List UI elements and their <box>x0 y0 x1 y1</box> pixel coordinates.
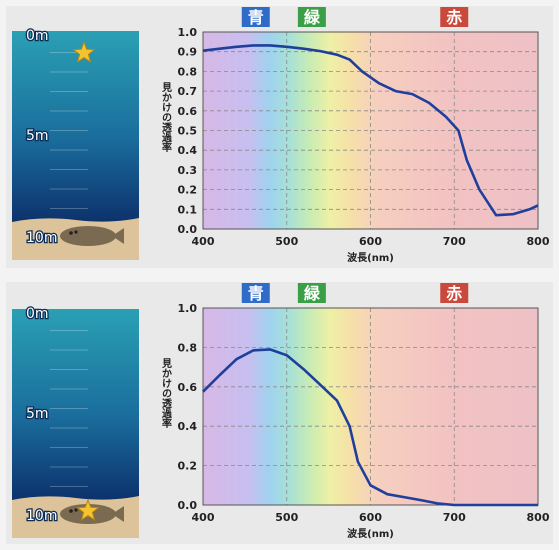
y-tick-label: 1.0 <box>178 26 198 39</box>
y-tick-label: 0.4 <box>178 420 198 433</box>
y-tick-label: 0.1 <box>178 203 198 216</box>
y-tick-label: 1.0 <box>178 302 198 315</box>
x-tick-label: 800 <box>527 511 550 524</box>
transmittance-panel-bottom: 0m 5m 10m 0.0 0.2 0.4 0.6 0.8 1.0 400 500 600 700 80… <box>6 282 553 544</box>
depth-label: 10m <box>26 230 57 246</box>
depth-label: 0m <box>26 306 49 322</box>
y-tick-label: 0.8 <box>178 341 198 354</box>
x-tick-label: 700 <box>443 511 466 524</box>
ocean-depth-illustration: 0m 5m 10m <box>12 305 139 538</box>
y-tick-label: 0.0 <box>178 499 198 512</box>
flatfish-icon <box>60 226 124 246</box>
x-tick-label: 400 <box>192 511 215 524</box>
x-tick-label: 600 <box>359 235 382 248</box>
color-label-box <box>241 7 270 27</box>
color-label: 緑 <box>304 8 321 27</box>
y-tick-label: 0.2 <box>178 460 198 473</box>
color-label-box <box>241 283 270 303</box>
depth-label: 5m <box>26 128 49 144</box>
x-tick-label: 400 <box>192 235 215 248</box>
x-tick-label: 800 <box>527 235 550 248</box>
y-tick-label: 0.6 <box>178 381 198 394</box>
depth-label: 10m <box>26 508 57 524</box>
color-label-box <box>297 283 326 303</box>
y-tick-label: 0.4 <box>178 144 198 157</box>
color-label: 青 <box>248 284 264 303</box>
star-icon <box>72 40 96 64</box>
x-axis-label: 波長(nm) <box>347 527 394 540</box>
x-tick-label: 700 <box>443 235 466 248</box>
transmittance-curve <box>202 44 539 217</box>
transmittance-curve <box>202 348 538 507</box>
x-axis-label: 波長(nm) <box>347 251 394 264</box>
x-tick-label: 500 <box>275 511 298 524</box>
plot-frame <box>202 31 539 230</box>
y-tick-label: 0.7 <box>178 85 198 98</box>
depth-label: 5m <box>26 406 49 422</box>
color-label-box <box>297 7 326 27</box>
x-tick-label: 600 <box>359 511 382 524</box>
star-icon <box>76 498 100 522</box>
transmittance-panel-surface: 0m 5m 10m 0.0 0.1 0.2 0.3 0.4 0.5 0.6 0.7 0.8 0.9 1.… <box>6 6 553 268</box>
depth-label: 0m <box>26 28 49 44</box>
ocean-depth-illustration: 0m 5m 10m <box>12 27 139 260</box>
color-label: 緑 <box>304 284 321 303</box>
y-tick-label: 0.5 <box>178 125 198 138</box>
color-label-box <box>440 7 469 27</box>
transmittance-chart: 0.0 0.1 0.2 0.3 0.4 0.5 0.6 0.7 0.8 0.9 1.0 400 500 6… <box>160 7 550 264</box>
y-tick-label: 0.9 <box>178 46 198 59</box>
x-tick-label: 500 <box>275 235 298 248</box>
y-tick-label: 0.3 <box>178 164 198 177</box>
y-tick-label: 0.2 <box>178 184 198 197</box>
y-axis-label: 見かけの透過率 <box>160 82 173 153</box>
y-tick-label: 0.6 <box>178 105 198 118</box>
y-tick-label: 0.8 <box>178 65 198 78</box>
water-column <box>12 31 139 226</box>
transmittance-chart: 0.0 0.2 0.4 0.6 0.8 1.0 400 500 600 700 800 波長(nm) 見… <box>160 283 550 540</box>
color-label: 青 <box>248 8 264 27</box>
color-label-box <box>440 283 469 303</box>
y-axis-label: 見かけの透過率 <box>160 358 173 429</box>
color-label: 赤 <box>446 8 462 27</box>
plot-frame <box>202 307 539 506</box>
color-label: 赤 <box>446 284 462 303</box>
y-tick-label: 0.0 <box>178 223 198 236</box>
water-column <box>12 309 139 504</box>
